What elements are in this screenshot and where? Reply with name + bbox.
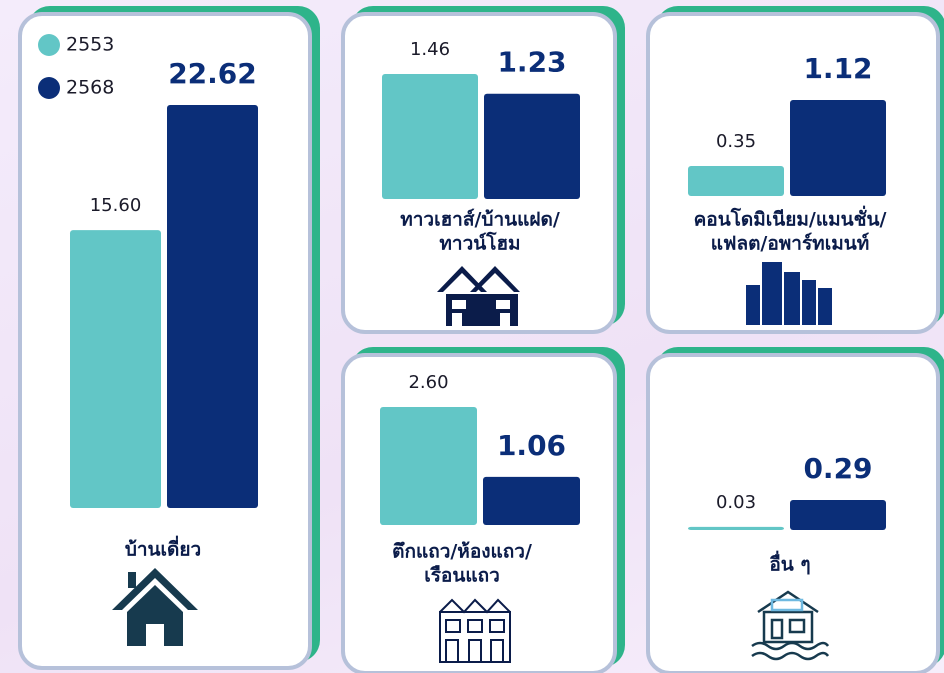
legend-label: 2553 (66, 34, 114, 56)
houseboat-icon (751, 590, 830, 661)
panel-title: อื่น ๆ (769, 551, 810, 576)
panel-title: บ้านเดี่ยว (125, 536, 201, 561)
panel (18, 12, 312, 670)
panel-title: ทาวน์โฮม (439, 232, 520, 255)
townhouse-icon (437, 266, 520, 326)
chart: 15.60 22.62 บ้านเดี่ยว (70, 57, 258, 561)
bar (790, 100, 886, 196)
value-label: 22.62 (168, 57, 257, 90)
legend-swatch (38, 77, 60, 99)
bar (167, 105, 258, 508)
bar (688, 526, 784, 530)
bar (380, 407, 477, 525)
condo-icon (746, 262, 832, 325)
legend-swatch (38, 34, 60, 56)
bar (688, 166, 784, 196)
chart: 2.60 1.06 ตึกแถว/ห้องแถว/เรือนแถว (380, 372, 580, 587)
shophouse-icon (439, 598, 511, 663)
bar (70, 230, 161, 508)
value-label: 0.29 (803, 452, 872, 485)
house-icon (112, 568, 198, 646)
legend-label: 2568 (66, 77, 114, 99)
bar (484, 93, 580, 199)
panel-title: เรือนแถว (424, 565, 500, 587)
value-label: 1.46 (410, 39, 450, 60)
value-label: 1.06 (497, 429, 566, 462)
value-label: 1.12 (803, 52, 872, 85)
panel-title: ตึกแถว/ห้องแถว/ (392, 541, 532, 563)
panel-title: แฟลต/อพาร์ทเมนท์ (711, 233, 870, 255)
bar (790, 500, 886, 530)
value-label: 15.60 (90, 195, 142, 216)
chart: 0.35 1.12 คอนโดมิเนียม/แมนชั่น/แฟลต/อพาร์ท… (688, 52, 886, 255)
value-label: 0.35 (716, 131, 756, 152)
chart: 0.03 0.29 อื่น ๆ (688, 452, 886, 576)
charts: 15.60 22.62 บ้านเดี่ยว 1.46 1.23 ทาวเฮาส์/บ้า… (70, 39, 886, 587)
bar (483, 476, 580, 525)
chart: 1.46 1.23 ทาวเฮาส์/บ้านแฝด/ทาวน์โฮม (382, 39, 580, 255)
value-label: 2.60 (408, 372, 448, 393)
value-label: 1.23 (497, 46, 566, 79)
panel-title: คอนโดมิเนียม/แมนชั่น/ (694, 206, 887, 231)
value-label: 0.03 (716, 492, 756, 513)
legend: 2553 2568 (38, 34, 114, 99)
bar (382, 74, 478, 199)
panel-title: ทาวเฮาส์/บ้านแฝด/ (400, 209, 560, 231)
